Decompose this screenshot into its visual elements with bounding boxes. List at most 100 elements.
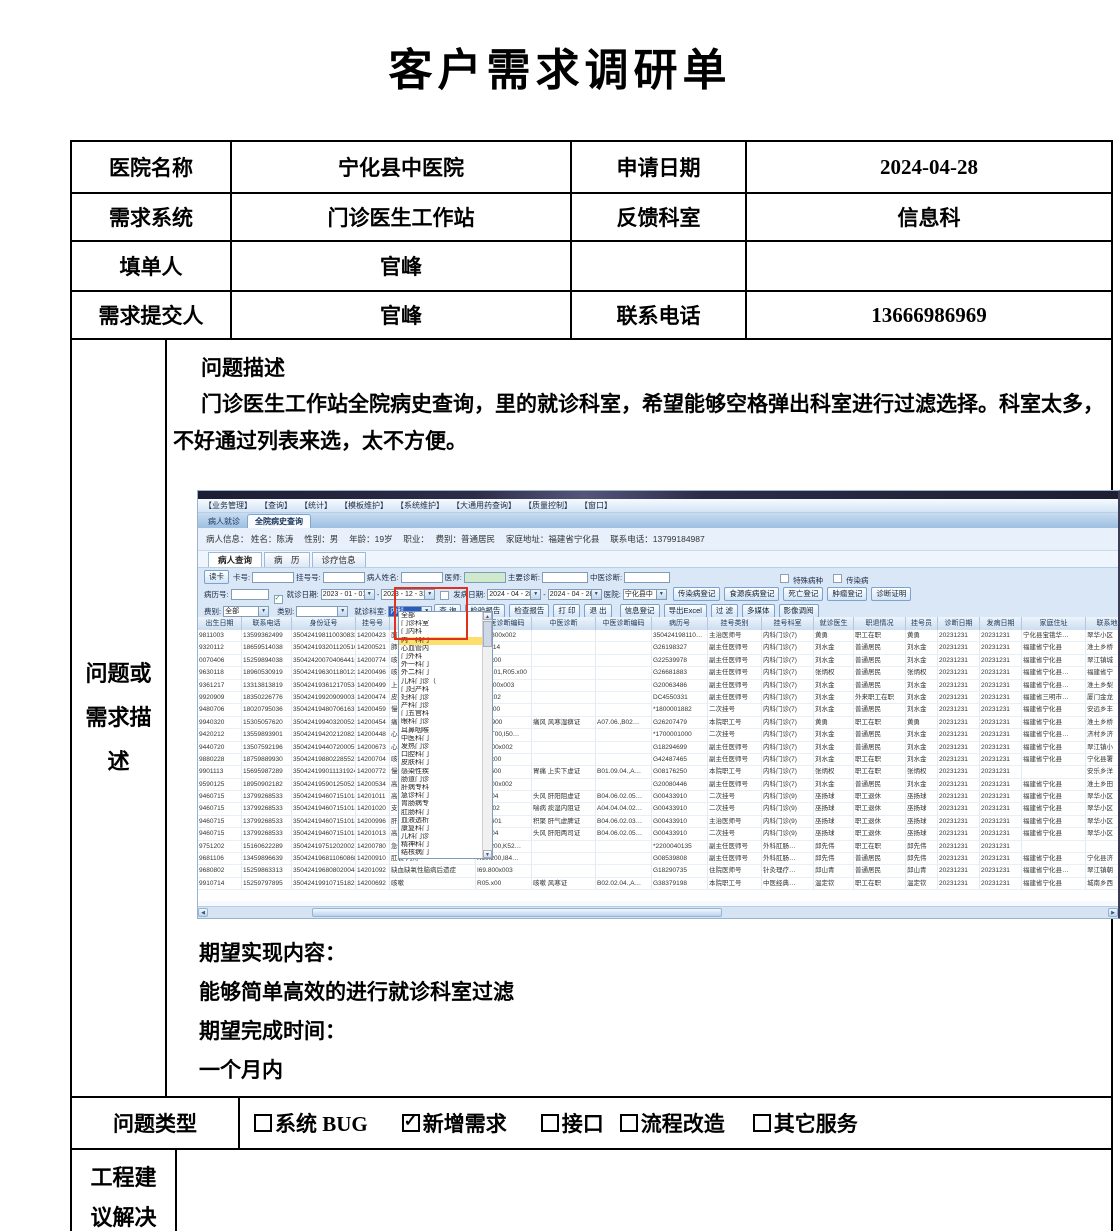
column-header[interactable]: 职退情况 <box>854 617 906 630</box>
table-row[interactable]: 9751202 15160622289 350424197512020027 1420… <box>198 840 1118 854</box>
filter-input[interactable] <box>624 571 671 583</box>
onset-date-to[interactable]: 2024 - 04 - 28 ▼ <box>547 588 602 600</box>
checked-checkbox-icon[interactable]: ✓ <box>273 595 283 604</box>
chevron-down-icon[interactable]: ▼ <box>337 606 348 616</box>
unchecked-checkbox-icon[interactable] <box>833 574 843 583</box>
department-option[interactable]: 门妇产科 <box>401 685 429 693</box>
department-option[interactable]: 心血管内 <box>401 644 429 652</box>
department-option[interactable]: 内一科门 <box>399 636 482 645</box>
filter-input[interactable] <box>230 588 269 600</box>
column-header[interactable]: 发病日期 <box>980 617 1022 630</box>
scrollbar-thumb[interactable] <box>312 908 722 917</box>
department-option[interactable]: 耳鼻咽喉 <box>401 726 429 734</box>
department-option[interactable]: 门诊科室 <box>401 620 429 628</box>
hospital-combo[interactable]: 宁化县中 ▼ <box>622 588 667 600</box>
button-多媒体[interactable]: 多媒体 <box>742 604 775 618</box>
column-header[interactable]: 就诊医生 <box>814 617 854 630</box>
visit-date-from[interactable]: 2023 - 01 - 01 ▼ <box>320 588 375 600</box>
column-header[interactable]: 联系电话 <box>242 617 292 630</box>
menu-item[interactable]: 【质量控制】 <box>524 501 572 510</box>
column-header[interactable]: 中医诊断 <box>532 617 596 630</box>
checked-checkbox-icon[interactable] <box>401 1111 420 1132</box>
column-header[interactable]: 中医诊断编码 <box>596 617 652 630</box>
table-row[interactable]: 9940320 15305057620 350424199403200522 1420… <box>198 716 1118 730</box>
visit-date-to[interactable]: 2023 - 12 - 31 ▼ <box>381 588 436 600</box>
department-option[interactable]: 外一科门 <box>401 661 429 669</box>
unchecked-checkbox-icon[interactable] <box>780 574 790 583</box>
department-option[interactable]: 结核病门 <box>401 849 429 857</box>
scroll-left-arrow-icon[interactable]: ◀ <box>198 908 208 917</box>
fee-combo[interactable]: 全部 ▼ <box>223 605 270 617</box>
chevron-down-icon[interactable]: ▼ <box>655 589 666 599</box>
table-row[interactable]: 9320112 18659514038 350424193201120516 1420… <box>198 642 1118 655</box>
department-option[interactable]: 感染性疾 <box>401 767 429 775</box>
department-option[interactable]: 外二科门 <box>401 669 429 677</box>
department-option[interactable]: 门五官科 <box>401 710 429 718</box>
horizontal-scrollbar[interactable]: ◀ ▶ <box>198 906 1118 918</box>
button-检查报告[interactable]: 检查报告 <box>509 604 550 618</box>
department-option[interactable]: 妇科门诊 <box>401 693 429 701</box>
unchecked-checkbox-icon[interactable] <box>540 1114 559 1132</box>
chevron-down-icon[interactable]: ▼ <box>590 589 601 599</box>
department-option[interactable]: 胃肠病专 <box>401 800 429 808</box>
department-option[interactable]: 急诊科门 <box>401 792 429 800</box>
menu-item[interactable]: 【大通用药查询】 <box>452 501 516 510</box>
scroll-down-arrow-icon[interactable]: ▼ <box>483 850 492 858</box>
onset-date-from[interactable]: 2024 - 04 - 28 ▼ <box>487 588 542 600</box>
dropdown-scrollbar[interactable]: ▲ ▼ <box>482 612 492 858</box>
button-退出[interactable]: 退 出 <box>584 604 612 618</box>
department-option[interactable]: 发热门诊 <box>401 743 429 750</box>
column-header[interactable]: 出生日期 <box>198 617 242 630</box>
button-打印[interactable]: 打 印 <box>553 604 581 618</box>
column-header[interactable]: 联系地址 <box>1086 617 1119 630</box>
issue-type-option[interactable]: 新增需求 <box>401 1108 507 1138</box>
button-过滤[interactable]: 过 滤 <box>710 604 738 618</box>
column-header[interactable]: 身份证号 <box>292 617 356 630</box>
dropdown-scroll-thumb[interactable] <box>483 621 492 647</box>
column-header[interactable]: 西医诊断编码 <box>476 617 532 630</box>
chevron-down-icon[interactable]: ▼ <box>363 589 374 599</box>
unchecked-checkbox-icon[interactable] <box>752 1114 771 1132</box>
sub-tab[interactable]: 病人查询 <box>208 552 263 567</box>
menu-item[interactable]: 【业务管理】 <box>204 501 252 510</box>
issue-type-option[interactable]: 系统 BUG <box>254 1108 368 1138</box>
table-row[interactable]: 9460715 13799268533 350424194607151018 1420… <box>198 803 1118 816</box>
filter-input[interactable] <box>541 571 588 583</box>
department-option[interactable]: 康复科门 <box>401 824 429 832</box>
chevron-down-icon[interactable]: ▼ <box>258 606 269 616</box>
department-option[interactable]: 产科门诊 <box>401 702 429 710</box>
filter-input[interactable] <box>322 571 365 583</box>
department-option[interactable]: 门外科 <box>401 652 422 660</box>
button-信息登记[interactable]: 信息登记 <box>619 604 660 618</box>
unchecked-checkbox-icon[interactable] <box>440 591 450 600</box>
unchecked-checkbox-icon[interactable] <box>254 1114 272 1132</box>
department-option[interactable]: 眼科门诊 <box>401 718 429 726</box>
table-row[interactable]: 9460715 13799268533 350424194607151018 1420… <box>198 791 1118 804</box>
table-row[interactable]: 9630118 18960530919 350424196301180122 1420… <box>198 667 1118 680</box>
department-option[interactable]: 血液透析 <box>401 816 429 824</box>
table-row[interactable]: 9811003 13599362499 350424198110030833 1420… <box>198 630 1118 643</box>
department-option[interactable]: 儿科门诊（ <box>401 677 436 685</box>
issue-type-option[interactable]: 流程改造 <box>619 1108 725 1138</box>
button-诊断证明[interactable]: 诊断证明 <box>871 587 912 601</box>
column-header[interactable]: 挂号类别 <box>708 617 762 630</box>
column-header[interactable]: 挂号号 <box>356 617 390 630</box>
window-tab[interactable]: 病人就诊 <box>208 517 240 526</box>
column-header[interactable]: 诊断日期 <box>938 617 980 630</box>
button-食源疾病登记[interactable]: 食源疾病登记 <box>724 587 780 601</box>
sub-tab[interactable]: 病 历 <box>264 552 310 567</box>
table-row[interactable]: 0070406 15259894038 350424200704064416 1420… <box>198 654 1118 668</box>
table-row[interactable]: 9910714 15259797895 350424199107151823 1420… <box>198 877 1118 891</box>
button-死亡登记[interactable]: 死亡登记 <box>783 587 824 601</box>
chevron-down-icon[interactable]: ▼ <box>424 589 435 599</box>
button-肿瘤登记[interactable]: 肿瘤登记 <box>827 587 868 601</box>
department-option[interactable]: 中医科门 <box>401 734 429 742</box>
table-row[interactable]: 9901113 15695987289 350424199011131924 1420… <box>198 766 1118 779</box>
department-option[interactable]: 肠道门诊 <box>401 775 429 783</box>
column-header[interactable]: 挂号科室 <box>762 617 814 630</box>
menu-item[interactable]: 【窗口】 <box>580 501 612 510</box>
table-row[interactable]: 9480706 18020795036 350424194807061631 1420… <box>198 704 1118 717</box>
table-row[interactable]: 9361217 13313813819 350424193612170534 1420… <box>198 679 1118 692</box>
button-读卡[interactable]: 读卡 <box>204 570 229 584</box>
table-row[interactable]: 9680802 15259863313 350424196808020048 1420… <box>198 865 1118 878</box>
